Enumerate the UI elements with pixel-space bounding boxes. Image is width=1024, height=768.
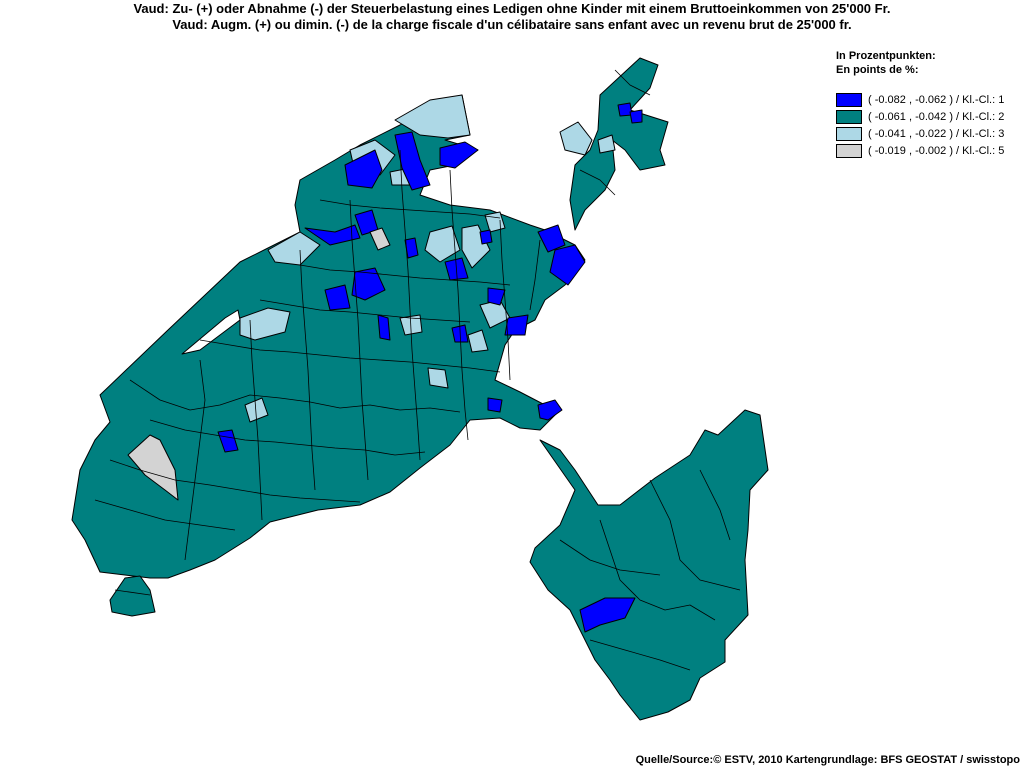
commune-class-1 [537, 224, 566, 253]
lake-joux [181, 309, 241, 355]
commune-class-1 [324, 284, 351, 311]
commune-class-1 [344, 149, 383, 189]
commune-class-3 [244, 397, 269, 423]
commune-class-1 [439, 141, 479, 169]
legend-label: ( -0.061 , -0.042 ) / Kl.-Cl.: 2 [868, 110, 1005, 123]
map-title-french: Vaud: Augm. (+) ou dimin. (-) de la char… [172, 17, 852, 32]
commune-class-3 [427, 367, 449, 389]
commune-class-3 [559, 121, 593, 156]
legend: In Prozentpunkten: En points de %: ( -0.… [836, 49, 1022, 159]
legend-label: ( -0.041 , -0.022 ) / Kl.-Cl.: 3 [868, 127, 1005, 140]
commune-class-1 [479, 229, 493, 245]
commune-class-1 [377, 314, 391, 341]
legend-label: ( -0.019 , -0.002 ) / Kl.-Cl.: 5 [868, 144, 1005, 157]
commune-class-3 [424, 225, 461, 263]
commune-class-1 [351, 267, 386, 301]
commune-class-1 [217, 429, 239, 453]
commune-class-1 [304, 224, 361, 246]
south-east-region [529, 409, 769, 721]
legend-swatch [836, 92, 862, 107]
legend-item: ( -0.041 , -0.022 ) / Kl.-Cl.: 3 [836, 125, 1022, 142]
legend-heading-french: En points de %: [836, 64, 919, 76]
commune-class-1 [629, 109, 643, 124]
commune-class-3 [239, 307, 291, 341]
legend-label: ( -0.082 , -0.062 ) / Kl.-Cl.: 1 [868, 93, 1005, 106]
commune-class-1 [504, 314, 529, 336]
commune-class-5 [127, 434, 179, 501]
north-east-arm [569, 57, 669, 231]
commune-class-3 [597, 134, 616, 154]
source-credit: Quelle/Source:© ESTV, 2010 Kartengrundla… [635, 754, 1020, 766]
legend-item: ( -0.082 , -0.062 ) / Kl.-Cl.: 1 [836, 91, 1022, 108]
commune-class-3 [267, 231, 321, 266]
commune-class-1 [579, 597, 636, 633]
legend-swatch [836, 143, 862, 158]
commune-class-1 [394, 131, 431, 191]
legend-heading-german: In Prozentpunkten: [836, 50, 936, 62]
commune-class-1 [487, 287, 506, 306]
commune-class-5 [369, 227, 391, 251]
commune-class-1 [537, 399, 563, 421]
legend-swatch [836, 109, 862, 124]
legend-item: ( -0.019 , -0.002 ) / Kl.-Cl.: 5 [836, 142, 1022, 159]
legend-item: ( -0.061 , -0.042 ) / Kl.-Cl.: 2 [836, 108, 1022, 125]
commune-class-1 [487, 397, 503, 413]
commune-class-3 [467, 329, 489, 353]
enclave-south-west [109, 575, 156, 617]
map-title-german: Vaud: Zu- (+) oder Abnahme (-) der Steue… [133, 1, 891, 16]
commune-class-3 [394, 94, 471, 139]
legend-list: ( -0.082 , -0.062 ) / Kl.-Cl.: 1 ( -0.061… [836, 91, 1022, 159]
commune-class-1 [549, 244, 586, 286]
legend-swatch [836, 126, 862, 141]
